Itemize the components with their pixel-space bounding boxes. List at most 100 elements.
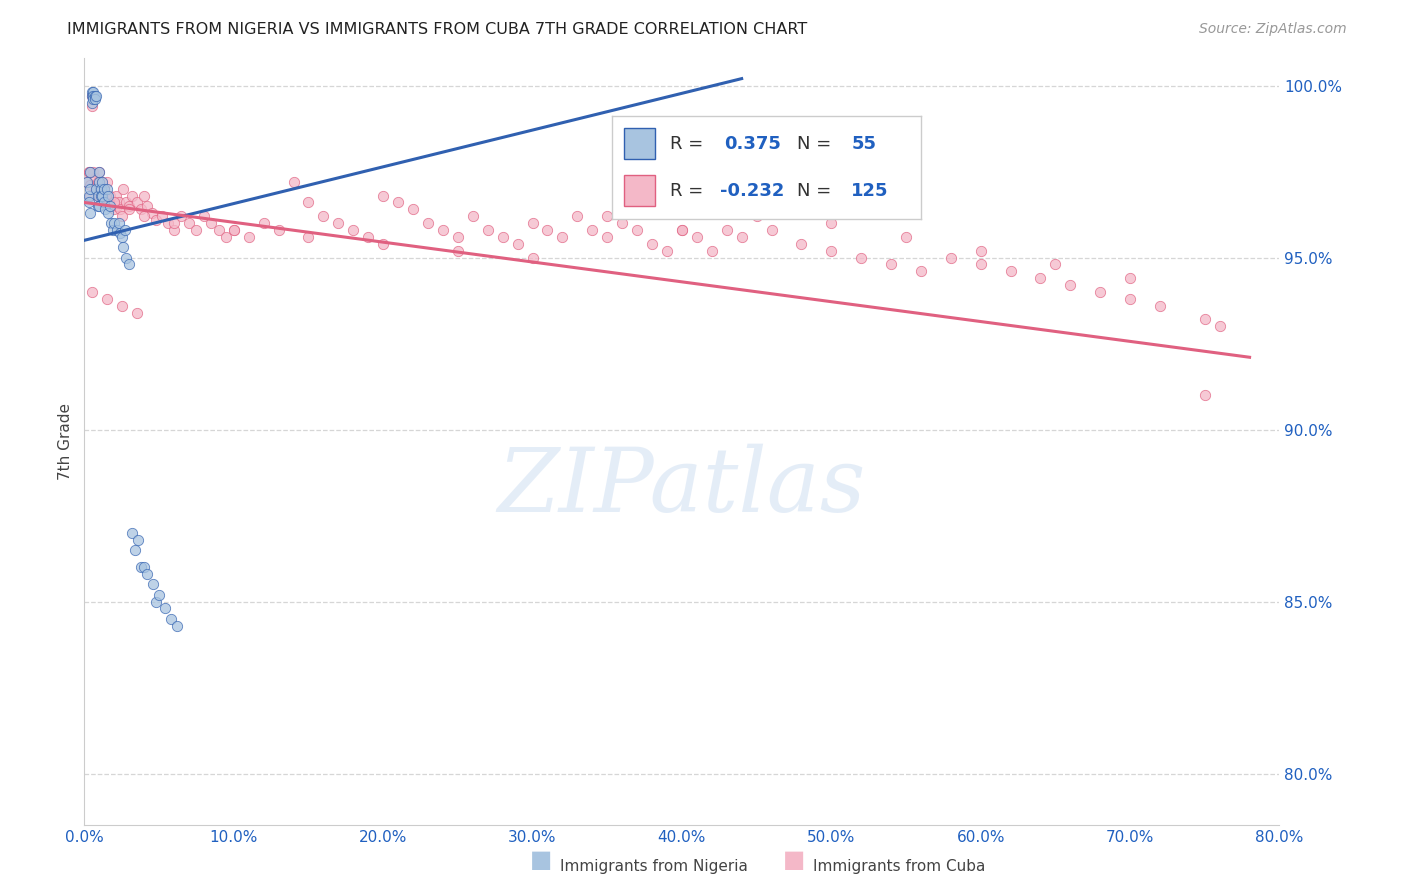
Point — [477, 223, 499, 237]
Point — [357, 230, 380, 244]
Point — [111, 209, 134, 223]
Point — [83, 171, 105, 186]
Point — [77, 164, 100, 178]
Text: ■: ■ — [783, 848, 806, 872]
Point — [82, 86, 104, 100]
Point — [87, 199, 110, 213]
Point — [686, 230, 709, 244]
Point — [522, 216, 544, 230]
Point — [107, 195, 129, 210]
Point — [94, 202, 117, 217]
Point — [132, 188, 156, 202]
Point — [222, 223, 245, 237]
Point — [76, 175, 98, 189]
Point — [328, 216, 350, 230]
Point — [253, 216, 276, 230]
Point — [82, 88, 104, 103]
Point — [745, 209, 768, 223]
Point — [103, 195, 125, 210]
Point — [100, 199, 122, 213]
Point — [82, 92, 104, 106]
Point — [110, 227, 132, 241]
Point — [101, 223, 124, 237]
Point — [90, 182, 112, 196]
Point — [86, 182, 108, 196]
Point — [700, 244, 723, 258]
Point — [1029, 271, 1052, 285]
Point — [745, 202, 768, 217]
Point — [1119, 271, 1142, 285]
Point — [731, 230, 754, 244]
Point — [612, 216, 634, 230]
Point — [170, 209, 193, 223]
Point — [100, 216, 122, 230]
Point — [96, 175, 118, 189]
Point — [125, 305, 148, 319]
Point — [939, 251, 962, 265]
Point — [91, 188, 114, 202]
Point — [461, 209, 484, 223]
Point — [373, 236, 395, 251]
Point — [118, 202, 141, 217]
Point — [77, 188, 100, 202]
Text: R =: R = — [671, 182, 703, 200]
Point — [80, 95, 103, 110]
Point — [97, 192, 120, 206]
Point — [200, 216, 222, 230]
Text: ZIPatlas: ZIPatlas — [498, 444, 866, 531]
Point — [1045, 257, 1067, 271]
Point — [80, 88, 103, 103]
Point — [626, 223, 648, 237]
Point — [208, 223, 231, 237]
Point — [136, 566, 159, 581]
Point — [402, 202, 425, 217]
Point — [98, 199, 121, 213]
Point — [148, 588, 170, 602]
Text: 0.375: 0.375 — [724, 135, 782, 153]
Point — [87, 188, 110, 202]
Point — [127, 533, 149, 547]
Point — [142, 577, 165, 591]
Point — [851, 251, 873, 265]
Point — [89, 188, 111, 202]
Point — [342, 223, 364, 237]
Point — [86, 88, 108, 103]
Point — [91, 188, 114, 202]
Point — [89, 164, 111, 178]
Text: 55: 55 — [852, 135, 876, 153]
Point — [125, 195, 148, 210]
Point — [79, 182, 101, 196]
Point — [145, 594, 167, 608]
Point — [820, 216, 842, 230]
Point — [416, 216, 439, 230]
Point — [145, 212, 167, 227]
Point — [121, 188, 143, 202]
Text: Source: ZipAtlas.com: Source: ZipAtlas.com — [1199, 22, 1347, 37]
Point — [790, 236, 813, 251]
Point — [79, 206, 101, 220]
Point — [671, 223, 693, 237]
Point — [1209, 319, 1232, 334]
Point — [111, 230, 134, 244]
Point — [163, 216, 186, 230]
Point — [110, 202, 132, 217]
Point — [283, 175, 305, 189]
Point — [96, 182, 118, 196]
Point — [91, 175, 114, 189]
Point — [121, 525, 143, 540]
Text: ■: ■ — [530, 848, 553, 872]
Point — [105, 223, 128, 237]
Point — [536, 223, 558, 237]
Point — [820, 244, 842, 258]
Point — [83, 88, 105, 103]
Point — [129, 560, 152, 574]
Point — [104, 188, 127, 202]
Y-axis label: 7th Grade: 7th Grade — [58, 403, 73, 480]
Point — [238, 230, 260, 244]
Point — [103, 216, 125, 230]
Point — [97, 206, 120, 220]
Text: N =: N = — [797, 135, 831, 153]
Point — [506, 236, 529, 251]
Point — [86, 182, 108, 196]
Point — [118, 199, 141, 213]
